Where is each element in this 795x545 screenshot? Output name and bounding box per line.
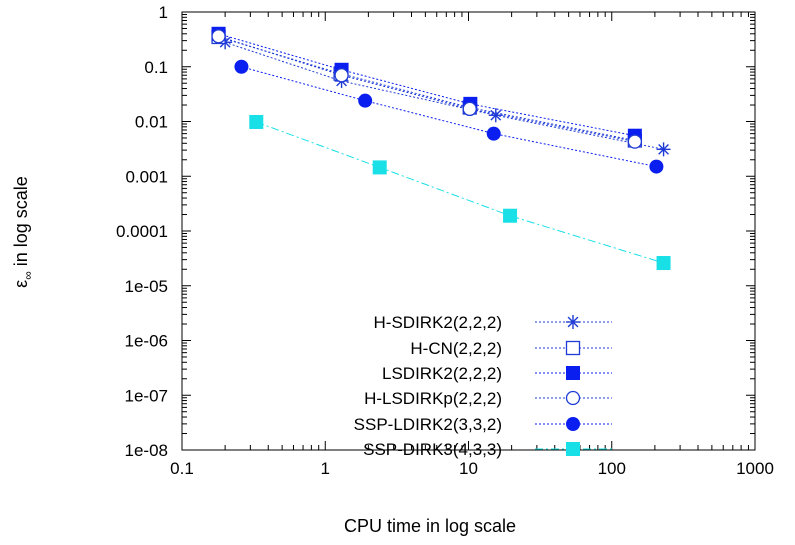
y-tick-label: 1e-07 [125,386,168,405]
data-point [503,208,518,223]
series-line [256,121,664,264]
legend-marker [566,417,580,431]
data-point [656,142,671,157]
y-tick-label: 1e-06 [125,332,168,351]
legend-marker [566,315,580,329]
x-tick-label: 1000 [736,459,774,478]
y-axis-title-subscript: ∞ [21,271,35,280]
legend-marker [565,390,581,406]
data-point [486,126,501,141]
data-point [211,29,226,44]
plot-frame [181,11,756,451]
series-layer [211,26,671,271]
x-tick-label: 1 [321,459,330,478]
series-line [218,33,635,137]
y-tick-label: 0.01 [135,113,168,132]
data-point [249,114,264,129]
legend: H-SDIRK2(2,2,2) H-CN(2,2,2) LSDIRK2(2,2,2)… [354,313,612,459]
x-tick-label: 10 [459,459,478,478]
x-axis-ticks: 0.1 1 10 100 1000 [170,12,774,478]
series-line [241,66,657,168]
legend-marker [566,442,580,456]
x-axis-title: CPU time in log scale [344,516,516,536]
plot-border [181,11,756,451]
series-line [224,41,664,150]
legend-label: LSDIRK2(2,2,2) [382,364,502,383]
y-tick-label: 0.0001 [116,222,168,241]
legend-label: H-LSDIRKp(2,2,2) [364,389,502,408]
data-point [462,101,477,117]
data-point [234,59,249,74]
data-point [358,93,373,108]
data-point [372,160,387,175]
y-tick-label: 0.001 [125,167,168,186]
data-point [334,68,349,83]
legend-label: H-CN(2,2,2) [410,339,502,358]
x-tick-label: 0.1 [170,459,194,478]
y-tick-label: 1 [159,3,168,22]
y-tick-label: 1e-08 [125,441,168,460]
y-tick-label: 0.1 [144,58,168,77]
legend-marker [565,340,581,356]
y-axis-title-rest: in log scale [11,176,31,271]
x-tick-label: 100 [598,459,626,478]
data-point [649,159,664,174]
series-line [218,36,635,141]
y-axis-ticks: 1 0.1 0.01 0.001 0.0001 1e-05 1e-06 1e-07 1e-08 [116,3,755,460]
y-axis-title: ε∞ in log scale [11,176,35,288]
y-tick-label: 1e-05 [125,277,168,296]
legend-label: H-SDIRK2(2,2,2) [374,313,502,332]
data-point [656,256,671,271]
legend-label: SSP-DIRK3(4,3,3) [363,440,502,459]
series-line [218,35,635,143]
data-point [627,134,643,149]
y-axis-title-symbol: ε [11,280,31,288]
legend-label: SSP-LDIRK2(3,3,2) [354,415,502,434]
legend-marker [566,366,580,380]
